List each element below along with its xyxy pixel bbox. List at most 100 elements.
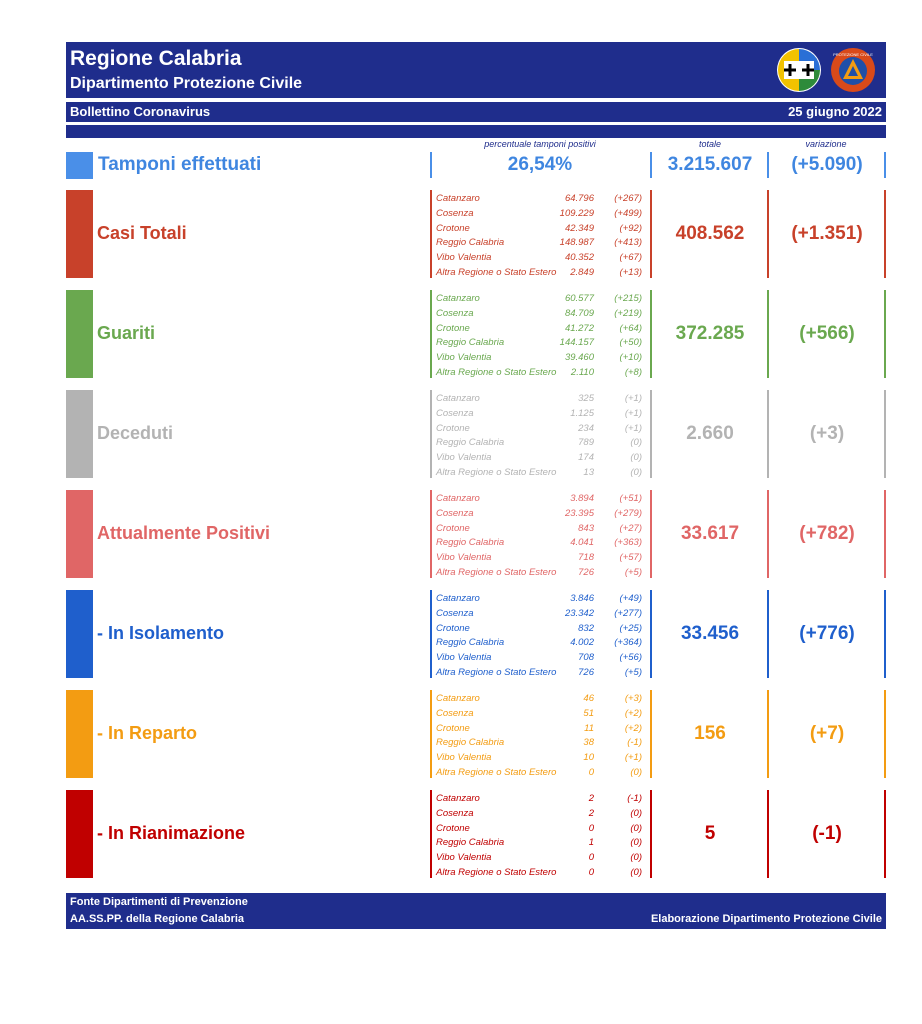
casi-totali-label: Casi Totali — [97, 223, 187, 243]
province-value: 3.846 — [570, 593, 594, 604]
province-name: Cosenza — [436, 807, 474, 819]
province-name: Vibo Valentia — [436, 552, 492, 564]
tamponi-color-square — [66, 152, 93, 179]
divider — [430, 290, 432, 378]
province-row: Vibo Valentia 0 (0) — [436, 851, 648, 866]
province-value: 2 — [588, 807, 594, 819]
province-value: 0 — [588, 822, 594, 834]
province-value: 0 — [588, 866, 594, 878]
province-row: Cosenza 51 (+2) — [436, 707, 648, 722]
province-delta: (+279) — [614, 507, 642, 519]
divider — [650, 290, 652, 378]
province-name: Catanzaro — [436, 593, 480, 604]
province-row: Reggio Calabria 4.002 (+364) — [436, 636, 648, 651]
province-name: Crotone — [436, 222, 470, 234]
province-name: Altra Regione o Stato Estero — [436, 666, 557, 678]
tamponi-variation: (+5.090) — [791, 154, 863, 175]
province-row: Catanzaro 64.796 (+267) — [436, 192, 648, 207]
province-delta: (-1) — [627, 793, 642, 804]
province-value: 51 — [583, 707, 594, 719]
province-value: 174 — [578, 452, 594, 464]
province-delta: (0) — [630, 452, 642, 464]
divider — [650, 490, 652, 578]
province-name: Catanzaro — [436, 193, 480, 204]
in-rianimazione-province-list: Catanzaro 2 (-1) Cosenza 2 (0) Crotone 0 (0) Regg… — [436, 792, 648, 881]
deceduti-variation: (+3) — [809, 423, 845, 444]
divider — [767, 390, 769, 478]
divider — [884, 590, 886, 678]
province-delta: (+219) — [614, 307, 642, 319]
province-name: Altra Regione o Stato Estero — [436, 466, 557, 478]
province-row: Cosenza 2 (0) — [436, 807, 648, 822]
footer-source-line1: Fonte Dipartimenti di Prevenzione — [70, 896, 248, 908]
province-delta: (0) — [630, 866, 642, 878]
guariti-province-list: Catanzaro 60.577 (+215) Cosenza 84.709 (+219)… — [436, 292, 648, 381]
province-delta: (+92) — [619, 222, 642, 234]
tamponi-percentage: 26,54% — [507, 154, 573, 175]
divider — [884, 690, 886, 778]
attualmente-positivi-province-list: Catanzaro 3.894 (+51) Cosenza 23.395 (+279) Cr… — [436, 492, 648, 581]
in-reparto-total: 156 — [694, 723, 726, 744]
divider — [767, 290, 769, 378]
province-name: Altra Regione o Stato Estero — [436, 366, 557, 378]
province-delta: (+57) — [619, 552, 642, 564]
province-delta: (+3) — [624, 693, 642, 704]
deceduti-province-list: Catanzaro 325 (+1) Cosenza 1.125 (+1) Crotone 2… — [436, 392, 648, 481]
header-separator-bar — [66, 125, 886, 138]
province-delta: (+215) — [614, 293, 642, 304]
province-name: Catanzaro — [436, 493, 480, 504]
province-row: Altra Regione o Stato Estero 0 (0) — [436, 866, 648, 881]
province-row: Reggio Calabria 789 (0) — [436, 436, 648, 451]
province-delta: (+267) — [614, 193, 642, 204]
province-name: Reggio Calabria — [436, 337, 505, 349]
province-value: 832 — [578, 622, 594, 634]
province-row: Reggio Calabria 38 (-1) — [436, 736, 648, 751]
province-delta: (+1) — [624, 407, 642, 419]
province-name: Vibo Valentia — [436, 252, 492, 264]
divider — [430, 590, 432, 678]
province-delta: (+1) — [624, 752, 642, 764]
tamponi-label: Tamponi effettuati — [98, 154, 262, 175]
in-rianimazione-variation: (-1) — [812, 823, 842, 844]
province-value: 41.272 — [564, 322, 594, 334]
province-value: 64.796 — [564, 193, 594, 204]
province-delta: (+27) — [619, 522, 642, 534]
header-banner: Regione Calabria Dipartimento Protezione… — [66, 42, 886, 98]
province-name: Vibo Valentia — [436, 352, 492, 364]
province-value: 0 — [588, 766, 594, 778]
province-value: 2.110 — [570, 366, 594, 378]
province-delta: (+499) — [614, 207, 642, 219]
province-row: Vibo Valentia 39.460 (+10) — [436, 351, 648, 366]
province-value: 11 — [584, 722, 594, 734]
province-value: 39.460 — [564, 352, 594, 364]
province-value: 325 — [578, 393, 594, 404]
divider — [767, 190, 769, 278]
in-reparto-variation: (+7) — [809, 723, 845, 744]
province-delta: (+49) — [619, 593, 642, 604]
deceduti-label: Deceduti — [97, 423, 174, 443]
province-name: Crotone — [436, 622, 470, 634]
bulletin-date: 25 giugno 2022 — [788, 104, 882, 119]
province-row: Crotone 41.272 (+64) — [436, 322, 648, 337]
province-row: Altra Regione o Stato Estero 726 (+5) — [436, 566, 648, 581]
province-name: Vibo Valentia — [436, 652, 492, 664]
province-delta: (+1) — [624, 422, 642, 434]
province-name: Crotone — [436, 322, 470, 334]
divider — [430, 490, 432, 578]
divider — [767, 490, 769, 578]
divider — [767, 590, 769, 678]
province-delta: (+5) — [624, 666, 642, 678]
in-isolamento-color-bar — [66, 590, 93, 678]
divider — [767, 690, 769, 778]
province-row: Reggio Calabria 4.041 (+363) — [436, 536, 648, 551]
province-delta: (0) — [630, 822, 642, 834]
divider — [884, 790, 886, 878]
footer-credit: Elaborazione Dipartimento Protezione Civ… — [650, 913, 882, 925]
province-delta: (+64) — [619, 322, 642, 334]
province-row: Crotone 0 (0) — [436, 822, 648, 837]
province-value: 4.041 — [570, 537, 594, 549]
province-value: 843 — [578, 522, 594, 534]
province-delta: (+67) — [619, 252, 642, 264]
province-name: Cosenza — [436, 707, 474, 719]
province-row: Catanzaro 2 (-1) — [436, 792, 648, 807]
